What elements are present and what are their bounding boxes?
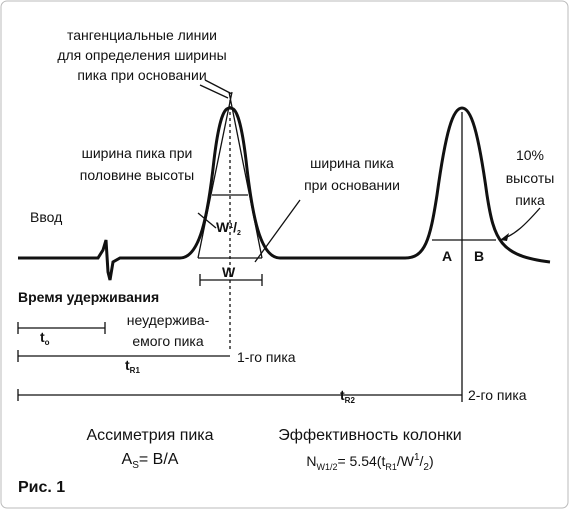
t0-label: to [40, 329, 50, 347]
injection-label: Ввод [30, 209, 62, 225]
first-peak-label: 1-го пика [237, 349, 296, 365]
t: t [40, 329, 45, 345]
t: t [340, 387, 345, 403]
note-line: ширина пика при [82, 145, 193, 161]
tangent-note: тангенциальные линии для определения шир… [57, 27, 554, 349]
note-line: пика [515, 192, 545, 208]
sub: S [132, 460, 139, 471]
part: = B/A [139, 451, 179, 468]
t: t [125, 357, 130, 373]
part: ) [429, 453, 434, 469]
sub: 2 [237, 230, 241, 237]
sub: R1 [385, 462, 397, 472]
retention-title: Время удерживания [18, 289, 159, 305]
half-width-label: W1/2 [216, 219, 241, 237]
part: N [306, 453, 316, 469]
efficiency-title: Эффективность колонки [278, 427, 461, 444]
tr1-label: tR1 [125, 357, 140, 375]
note-line: 10% [516, 147, 544, 163]
pointer [254, 199, 301, 263]
sub: o [45, 338, 50, 347]
part: /W [397, 453, 415, 469]
efficiency-formula: NW1/2= 5.54(tR1/W1/2) [306, 452, 433, 473]
a-label: A [442, 248, 452, 264]
b-label: B [474, 248, 484, 264]
figure-label: Рис. 1 [18, 479, 65, 496]
note-line: половине высоты [80, 167, 194, 183]
base-width-label: W [222, 264, 236, 280]
note-line: при основании [304, 177, 400, 193]
chromatogram [18, 106, 551, 281]
part: A [122, 451, 133, 468]
pointer [199, 84, 229, 99]
note-line: неудержива- [127, 312, 210, 328]
note-line: тангенциальные линии [67, 27, 217, 43]
arrow-head [500, 233, 509, 241]
note-line: ширина пика [310, 155, 394, 171]
pointer [204, 79, 233, 95]
note-line: высоты [506, 170, 555, 186]
sub: R2 [345, 396, 356, 405]
pointer [197, 212, 217, 229]
second-peak-label: 2-го пика [468, 387, 527, 403]
w: W [216, 219, 230, 235]
asymmetry-title: Ассиметрия пика [86, 427, 213, 444]
sup: 1 [414, 452, 420, 463]
tangent-line [197, 91, 233, 259]
sub: W1/2 [316, 462, 337, 472]
part: / [420, 453, 424, 469]
note-line: емого пика [132, 333, 204, 349]
tangent-line [228, 91, 263, 259]
part: = 5.54(t [337, 453, 385, 469]
tr2-label: tR2 [340, 387, 355, 405]
sub: R1 [130, 366, 141, 375]
pointer [499, 207, 541, 241]
sub: 2 [423, 462, 429, 473]
sup: 1 [229, 223, 233, 230]
note-line: пика при основании [77, 67, 206, 83]
asymmetry-formula: AS= B/A [122, 451, 179, 471]
slash: / [233, 219, 237, 235]
note-line: для определения ширины [57, 47, 226, 63]
